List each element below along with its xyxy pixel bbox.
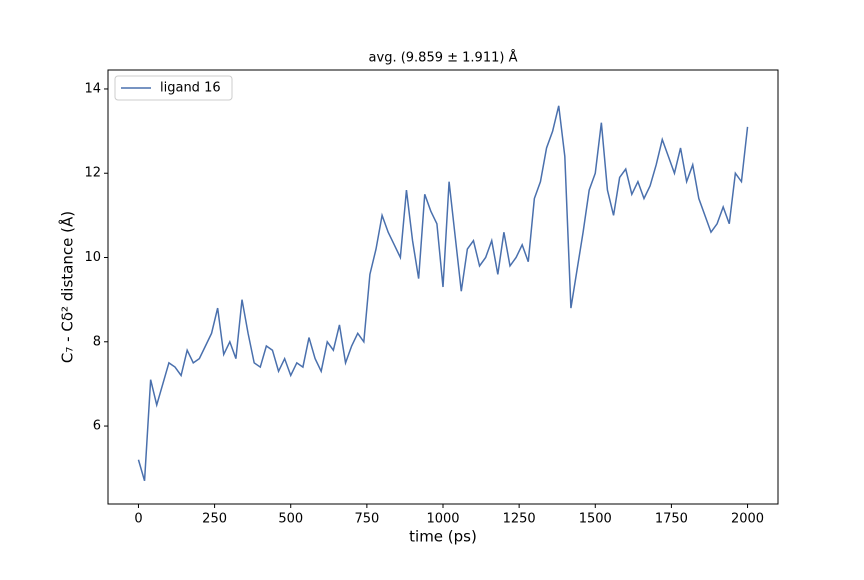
x-tick-label: 750 bbox=[354, 512, 379, 527]
x-tick-label: 1000 bbox=[426, 512, 459, 527]
x-tick-label: 1500 bbox=[579, 512, 612, 527]
y-tick-label: 14 bbox=[84, 81, 101, 96]
legend-label: ligand 16 bbox=[160, 81, 221, 96]
x-tick-label: 250 bbox=[202, 512, 227, 527]
y-tick-label: 12 bbox=[84, 166, 101, 181]
chart-title: avg. (9.859 ± 1.911) Å bbox=[369, 50, 518, 66]
legend-box bbox=[114, 75, 233, 101]
x-tick-label: 0 bbox=[134, 512, 142, 527]
x-axis-label: time (ps) bbox=[409, 528, 477, 546]
y-tick-label: 10 bbox=[84, 250, 101, 265]
y-tick-label: 8 bbox=[93, 334, 101, 349]
data-line bbox=[137, 105, 749, 482]
x-tick-label: 1250 bbox=[503, 512, 536, 527]
x-tick-label: 2000 bbox=[731, 512, 764, 527]
y-tick-label: 6 bbox=[93, 419, 101, 434]
y-axis-label: C₇ - Cδ² distance (Å) bbox=[58, 211, 77, 363]
x-tick-label: 1750 bbox=[655, 512, 688, 527]
x-tick-label: 500 bbox=[278, 512, 303, 527]
